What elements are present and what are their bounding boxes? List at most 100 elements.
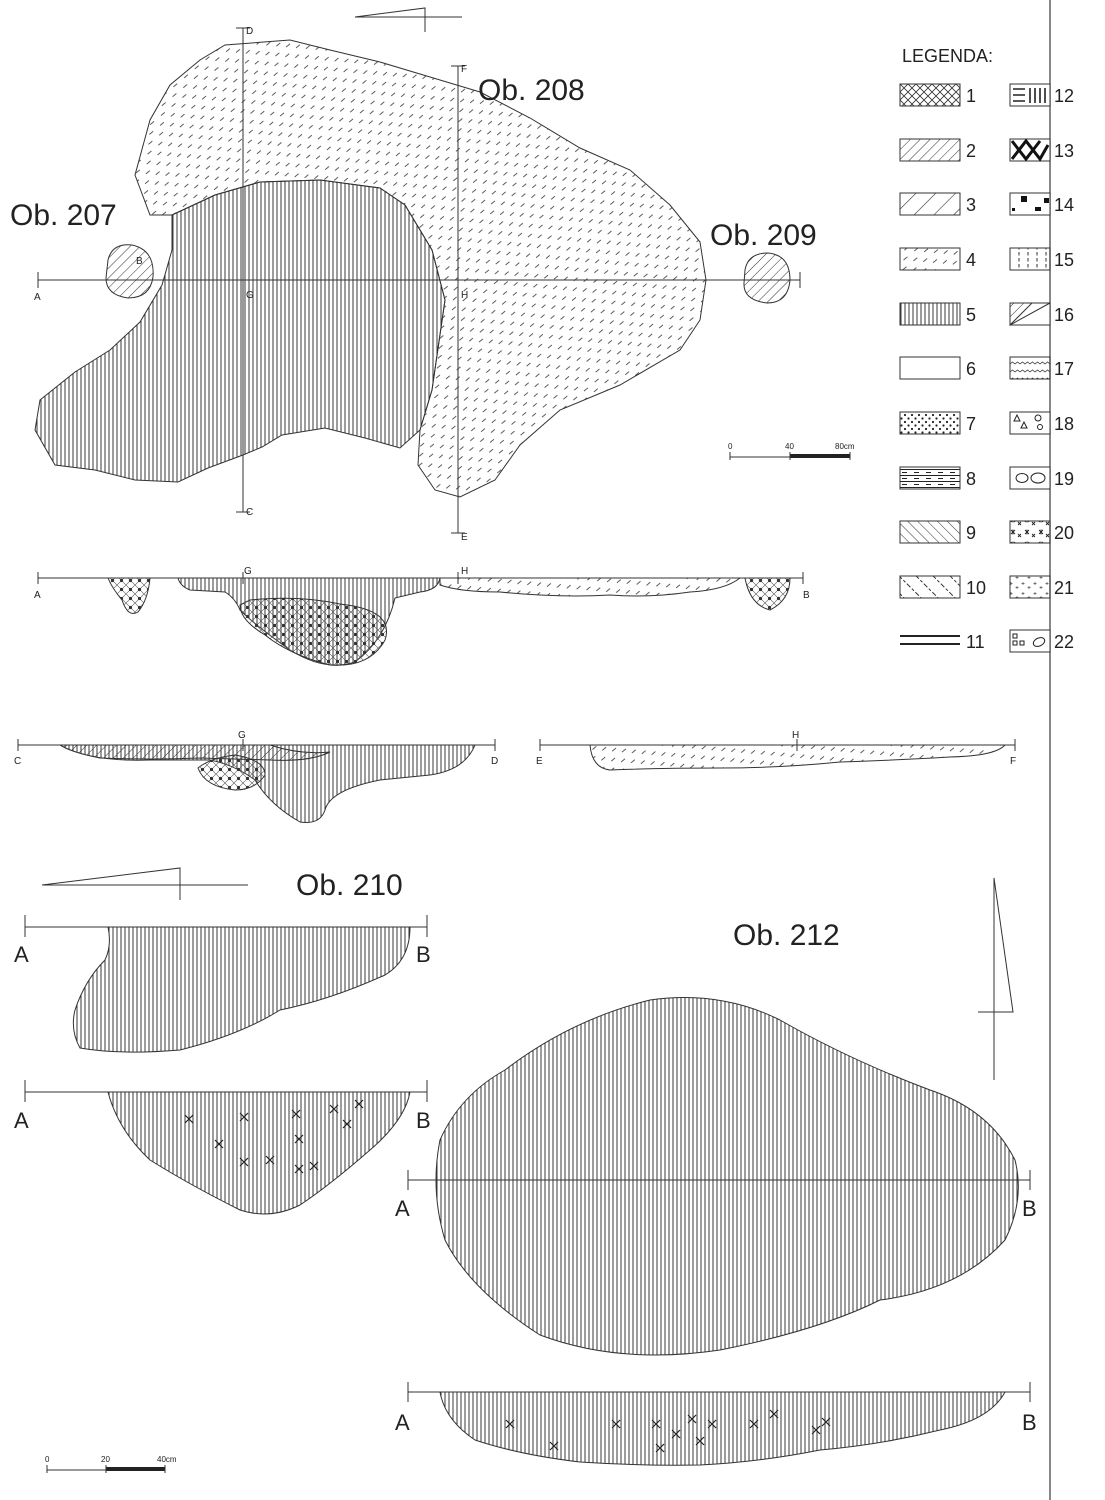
legend-label-2: 2 (966, 141, 976, 161)
plan-label-d: D (246, 26, 253, 37)
legend-swatch-1 (899, 83, 961, 107)
plan-ob-208-vertical-fill (34, 179, 446, 483)
legend-swatch-14 (1009, 192, 1051, 216)
scale-top-tick-2: 80cm (835, 442, 855, 451)
scale-bottom-tick-0: 0 (45, 1455, 50, 1464)
legend-label-11: 11 (966, 632, 985, 652)
plan-ob-212 (407, 997, 1031, 1356)
section-e-f (539, 739, 1016, 771)
plan-label-c: C (246, 507, 253, 518)
section-ab-label-b: B (803, 590, 810, 601)
legend-label-4: 4 (966, 250, 976, 270)
legend-labels: 1 2 3 4 5 6 7 8 9 10 11 12 13 14 15 16 1… (966, 86, 1074, 652)
legend-label-16: 16 (1054, 305, 1074, 325)
title-ob-208: Ob. 208 (478, 74, 585, 107)
legend-label-9: 9 (966, 523, 976, 543)
ob212-section-label-b: B (1022, 1410, 1037, 1435)
ob210-section-label-a: A (14, 1108, 29, 1133)
ob210-plan-label-a: A (14, 942, 29, 967)
section-ab-label-a: A (34, 590, 41, 601)
section-cd-label-c: C (14, 756, 21, 767)
legend-swatch-5 (899, 302, 961, 326)
legend-label-18: 18 (1054, 414, 1074, 434)
legend-label-8: 8 (966, 469, 976, 489)
legend-swatch-4 (899, 247, 961, 271)
legend-swatch-2 (899, 138, 961, 162)
ob212-plan-label-b: B (1022, 1196, 1037, 1221)
legend-label-1: 1 (966, 86, 976, 106)
legend-swatch-19 (1009, 466, 1051, 490)
scale-top-tick-0: 0 (728, 442, 733, 451)
scale-bottom-tick-1: 20 (101, 1455, 110, 1464)
legend-swatch-21 (1009, 575, 1051, 599)
north-arrow-top (354, 7, 462, 32)
legend-label-14: 14 (1054, 195, 1074, 215)
title-ob-210: Ob. 210 (296, 869, 403, 902)
scale-top-tick-1: 40 (785, 442, 794, 451)
legend-swatch-22 (1009, 629, 1051, 653)
legend-swatch-18 (1009, 411, 1051, 435)
section-cd-label-g: G (238, 730, 246, 741)
legend-swatch-17 (1009, 356, 1051, 380)
legend-swatch-7 (899, 411, 961, 435)
legend-label-10: 10 (966, 578, 986, 598)
ob210-section-label-b: B (416, 1108, 431, 1133)
plan-label-g: G (246, 290, 254, 301)
section-a-b (37, 572, 804, 666)
title-ob-212: Ob. 212 (733, 919, 840, 952)
legend-label-20: 20 (1054, 523, 1074, 543)
plan-ob-207 (105, 244, 154, 299)
legend-label-6: 6 (966, 359, 976, 379)
plan-ob-210 (24, 915, 428, 1053)
section-ef-label-e: E (536, 756, 543, 767)
legend-swatch-10 (899, 575, 961, 599)
ob212-section-label-a: A (395, 1410, 410, 1435)
legend-label-21: 21 (1054, 578, 1074, 598)
legend-swatch-15 (1009, 247, 1051, 271)
scale-bar-top (729, 452, 851, 460)
section-ob-212 (407, 1382, 1031, 1466)
legend-label-3: 3 (966, 195, 976, 215)
scale-bottom-tick-2: 40cm (157, 1455, 177, 1464)
legend-label-17: 17 (1054, 359, 1074, 379)
legend-swatch-20 (1009, 520, 1051, 544)
plan-label-h: H (461, 290, 468, 301)
legend-swatch-11 (900, 635, 960, 645)
legend-label-22: 22 (1054, 632, 1074, 652)
ob210-plan-label-b: B (416, 942, 431, 967)
legend-swatch-13 (1009, 138, 1051, 162)
plan-label-f: F (461, 64, 467, 75)
section-ef-label-f: F (1010, 756, 1016, 767)
legend-swatch-6 (899, 356, 961, 380)
plan-label-a: A (34, 292, 41, 303)
legend-label-7: 7 (966, 414, 976, 434)
scale-bar-bottom (46, 1465, 166, 1473)
ob212-plan-label-a: A (395, 1196, 410, 1221)
section-ab-label-h: H (461, 566, 468, 577)
legend-label-12: 12 (1054, 86, 1074, 106)
section-c-d (17, 739, 496, 823)
legend-swatches (899, 83, 1051, 653)
plan-ob-209 (743, 252, 791, 304)
title-ob-207: Ob. 207 (10, 199, 117, 232)
legend-swatch-3 (899, 192, 961, 216)
plan-label-b: B (136, 256, 143, 267)
legend-swatch-16 (1009, 302, 1051, 327)
legend-swatch-8 (899, 466, 961, 490)
legend-label-15: 15 (1054, 250, 1074, 270)
north-arrow-ob-210 (41, 867, 248, 900)
plan-section-lines (37, 27, 801, 534)
legend-swatch-9 (899, 520, 961, 544)
legend-label-19: 19 (1054, 469, 1074, 489)
plan-label-e: E (461, 532, 468, 543)
north-arrow-ob-212 (978, 877, 1014, 1080)
legend-swatch-12 (1009, 83, 1051, 107)
section-ab-label-g: G (244, 566, 252, 577)
legend-label-5: 5 (966, 305, 976, 325)
section-cd-label-d: D (491, 756, 498, 767)
legend-label-13: 13 (1054, 141, 1074, 161)
title-ob-209: Ob. 209 (710, 219, 817, 252)
section-ef-label-h: H (792, 730, 799, 741)
section-ob-210 (24, 1080, 428, 1215)
